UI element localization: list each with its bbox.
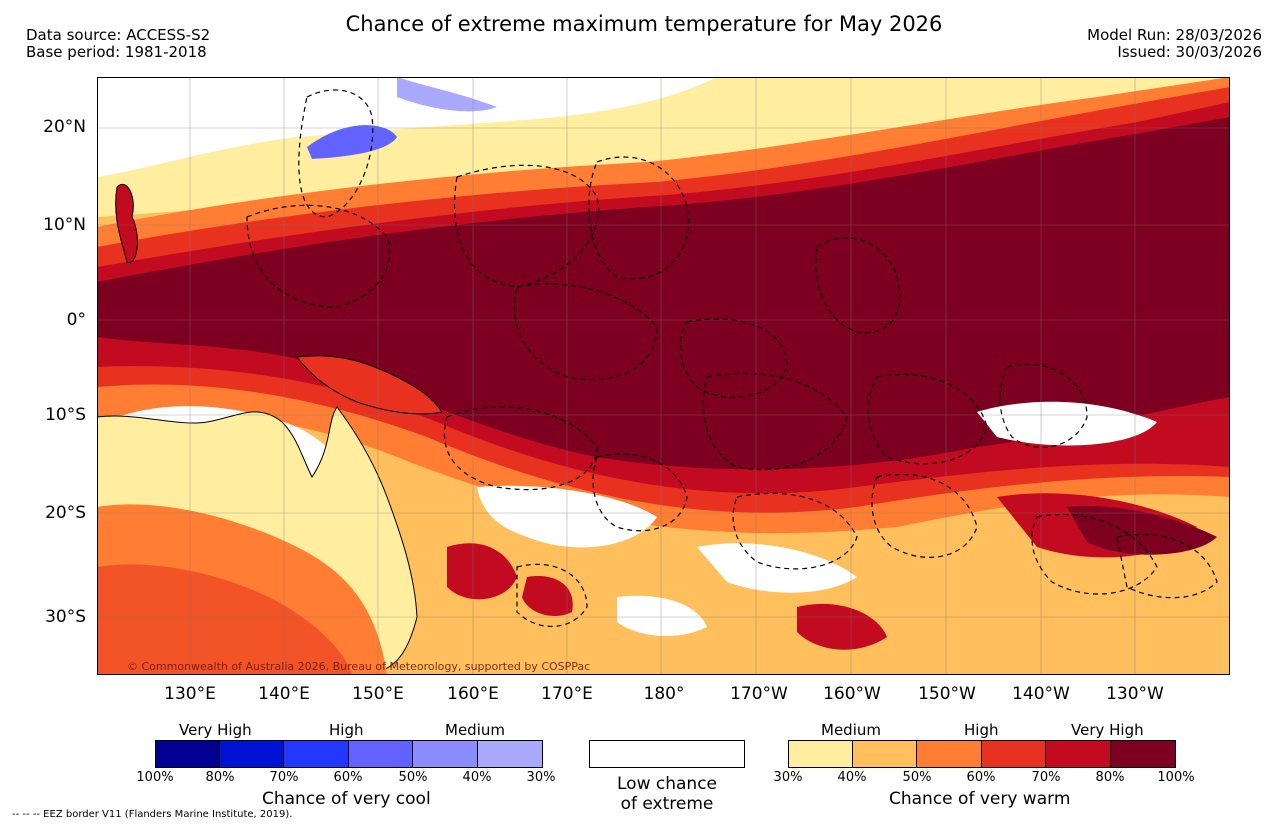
forecast-map: [97, 77, 1230, 675]
warm-blob-2: [522, 576, 573, 617]
cool-colorbar: [155, 740, 543, 768]
warm-tick: 100%: [1157, 770, 1195, 785]
cool-tick: 60%: [333, 770, 363, 785]
warm-swatch-2: [853, 741, 917, 767]
cool-swatch-2: [220, 741, 284, 767]
cool-tick: 80%: [205, 770, 235, 785]
lon-label-180: 180°: [643, 684, 685, 704]
lon-label-170w: 170°W: [730, 684, 788, 704]
low-chance-line1: Low chance: [617, 774, 717, 794]
warm-swatch-3: [917, 741, 982, 767]
map-frame: [97, 77, 1230, 675]
warm-tick: 70%: [1031, 770, 1061, 785]
lon-label-150w: 150°W: [918, 684, 976, 704]
copyright-note: © Commonwealth of Australia 2026, Bureau…: [127, 660, 591, 673]
model-run: Model Run: 28/03/2026: [1087, 26, 1262, 44]
low-chance-caption: Low chance of extreme: [589, 774, 745, 814]
lat-label-10n: 10°N: [43, 215, 86, 235]
run-info: Model Run: 28/03/2026 Issued: 30/03/2026: [1087, 27, 1262, 61]
cool-swatch-1: [156, 741, 220, 767]
warm-swatch-5: [1046, 741, 1111, 767]
lat-label-20s: 20°S: [45, 503, 86, 523]
lat-label-30s: 30°S: [45, 607, 86, 627]
eez-note: -- -- -- EEZ border V11 (Flanders Marine…: [12, 809, 293, 820]
lon-label-150e: 150°E: [352, 684, 404, 704]
lon-label-140e: 140°E: [258, 684, 310, 704]
warm-caption: Chance of very warm: [889, 789, 1071, 809]
warm-swatch-1: [789, 741, 853, 767]
warm-cat-very-high: Very High: [1071, 721, 1144, 739]
cool-swatch-5: [413, 741, 478, 767]
low-chance-north: [97, 77, 717, 177]
cool-swatch-3: [284, 741, 349, 767]
warm-swatch-6: [1111, 741, 1175, 767]
cool-tick: 40%: [462, 770, 492, 785]
eez-borders: [246, 89, 1218, 627]
cool-swatch-6: [478, 741, 542, 767]
warm-swatch-4: [982, 741, 1046, 767]
warm-tick: 40%: [837, 770, 867, 785]
lat-label-10s: 10°S: [45, 405, 86, 425]
lon-label-170e: 170°E: [541, 684, 593, 704]
map-title: Chance of extreme maximum temperature fo…: [345, 12, 943, 36]
low-chance-south-3: [617, 595, 707, 637]
lat-label-0: 0°: [66, 310, 86, 330]
lon-label-130w: 130°W: [1106, 684, 1164, 704]
cool-caption: Chance of very cool: [262, 789, 431, 809]
warm-tick: 80%: [1095, 770, 1125, 785]
lon-label-160w: 160°W: [823, 684, 881, 704]
warm-tick: 60%: [966, 770, 996, 785]
warm-tick: 30%: [773, 770, 803, 785]
low-chance-swatch: [589, 740, 745, 768]
new-guinea: [296, 355, 443, 415]
lon-label-160e: 160°E: [447, 684, 499, 704]
low-chance-line2: of extreme: [620, 794, 714, 814]
cool-patch-north: [307, 125, 397, 159]
cool-cat-very-high: Very High: [179, 721, 252, 739]
lat-label-20n: 20°N: [43, 117, 86, 137]
low-chance-south-2: [697, 543, 857, 593]
cool-tick: 50%: [398, 770, 428, 785]
cool-tick: 70%: [269, 770, 299, 785]
cool-patch-small: [397, 77, 497, 112]
base-period: Base period: 1981-2018: [26, 43, 207, 61]
warm-cat-high: High: [964, 721, 999, 739]
warm-blob-3: [797, 603, 887, 650]
warm-colorbar: [788, 740, 1176, 768]
low-chance-east: [977, 401, 1157, 446]
data-info: Data source: ACCESS-S2 Base period: 1981…: [26, 27, 210, 61]
very-warm-blob-east: [1067, 506, 1217, 555]
australia-south-high: [97, 564, 352, 675]
cool-tick: 100%: [136, 770, 174, 785]
warm-blob-1: [447, 543, 517, 600]
cool-tick: 30%: [526, 770, 556, 785]
philippines: [115, 184, 138, 263]
issued-date: Issued: 30/03/2026: [1117, 43, 1262, 61]
warm-cat-medium: Medium: [821, 721, 881, 739]
cool-swatch-4: [349, 741, 413, 767]
cool-cat-high: High: [329, 721, 364, 739]
warm-tick: 50%: [902, 770, 932, 785]
cool-cat-medium: Medium: [445, 721, 505, 739]
lon-label-140w: 140°W: [1012, 684, 1070, 704]
data-source: Data source: ACCESS-S2: [26, 26, 211, 44]
lon-label-130e: 130°E: [164, 684, 216, 704]
graticule: [97, 77, 1230, 675]
